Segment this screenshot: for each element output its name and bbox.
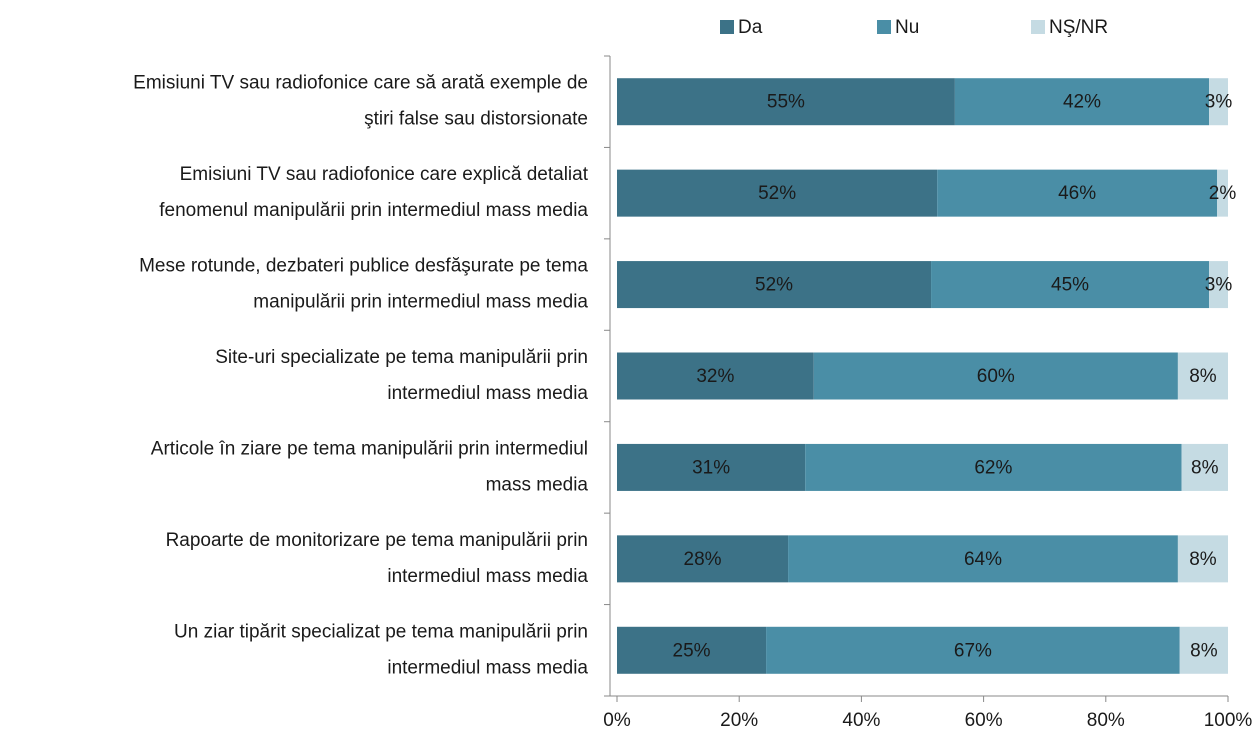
value-label: 8% <box>1189 366 1217 387</box>
value-label: 67% <box>954 640 992 661</box>
bar-segment <box>617 78 955 126</box>
value-label: 52% <box>755 275 793 296</box>
category-label: Mese rotunde, dezbateri publice desfăşur… <box>139 256 588 277</box>
category-label: mass media <box>486 474 589 495</box>
bar-segment <box>805 443 1182 491</box>
value-label: 8% <box>1190 640 1218 661</box>
bar-segment <box>1217 169 1228 217</box>
value-label: 45% <box>1051 275 1089 296</box>
value-label: 8% <box>1191 457 1219 478</box>
legend-label: NŞ/NR <box>1049 17 1108 38</box>
value-label: 60% <box>977 366 1015 387</box>
legend-swatch <box>1031 20 1045 34</box>
value-label: 8% <box>1189 549 1217 570</box>
value-label: 32% <box>696 366 734 387</box>
bar-segment <box>617 352 814 400</box>
bar-segment <box>617 535 789 583</box>
legend-swatch <box>720 20 734 34</box>
value-label: 64% <box>964 549 1002 570</box>
category-label: manipulării prin intermediul mass media <box>253 292 588 313</box>
value-label: 31% <box>692 457 730 478</box>
category-label: Articole în ziare pe tema manipulării pr… <box>151 438 588 459</box>
x-tick-label: 100% <box>1204 710 1253 731</box>
category-label: Emisiuni TV sau radiofonice care explică… <box>180 164 589 185</box>
category-label: ştiri false sau distorsionate <box>364 109 588 130</box>
category-label: Site-uri specializate pe tema manipulări… <box>215 347 588 368</box>
value-label: 62% <box>974 457 1012 478</box>
value-label: 42% <box>1063 92 1101 113</box>
value-label: 46% <box>1058 183 1096 204</box>
value-label: 3% <box>1205 92 1233 113</box>
bar-segment <box>617 169 938 217</box>
x-tick-label: 20% <box>720 710 758 731</box>
bar-segment <box>1181 443 1228 491</box>
bar-segment <box>1179 626 1228 674</box>
bar-segment <box>931 261 1210 309</box>
value-label: 52% <box>758 183 796 204</box>
category-label: Un ziar tipărit specializat pe tema mani… <box>174 621 588 642</box>
bar-segment <box>813 352 1178 400</box>
value-label: 55% <box>767 92 805 113</box>
legend-swatch <box>877 20 891 34</box>
value-label: 28% <box>684 549 722 570</box>
bar-segment <box>1177 352 1228 400</box>
legend-label: Nu <box>895 17 919 38</box>
bar-segment <box>617 443 806 491</box>
bar-segment <box>617 626 767 674</box>
bar-segment <box>1209 261 1228 309</box>
category-label: intermediul mass media <box>387 566 588 587</box>
x-tick-label: 0% <box>603 710 631 731</box>
value-label: 2% <box>1209 183 1237 204</box>
category-label: intermediul mass media <box>387 657 588 678</box>
x-tick-label: 40% <box>842 710 880 731</box>
category-label: intermediul mass media <box>387 383 588 404</box>
category-label: Emisiuni TV sau radiofonice care să arat… <box>133 73 588 94</box>
x-tick-label: 60% <box>965 710 1003 731</box>
category-label: Rapoarte de monitorizare pe tema manipul… <box>166 530 588 551</box>
value-label: 25% <box>673 640 711 661</box>
bar-segment <box>937 169 1218 217</box>
legend-label: Da <box>738 17 763 38</box>
bar-segment <box>788 535 1178 583</box>
bar-segment <box>1177 535 1228 583</box>
bar-segment <box>766 626 1180 674</box>
bar-segment <box>1209 78 1228 126</box>
x-tick-label: 80% <box>1087 710 1125 731</box>
bar-segment <box>617 261 932 309</box>
bar-segment <box>954 78 1210 126</box>
value-label: 3% <box>1205 275 1233 296</box>
category-label: fenomenul manipulării prin intermediul m… <box>159 200 588 221</box>
